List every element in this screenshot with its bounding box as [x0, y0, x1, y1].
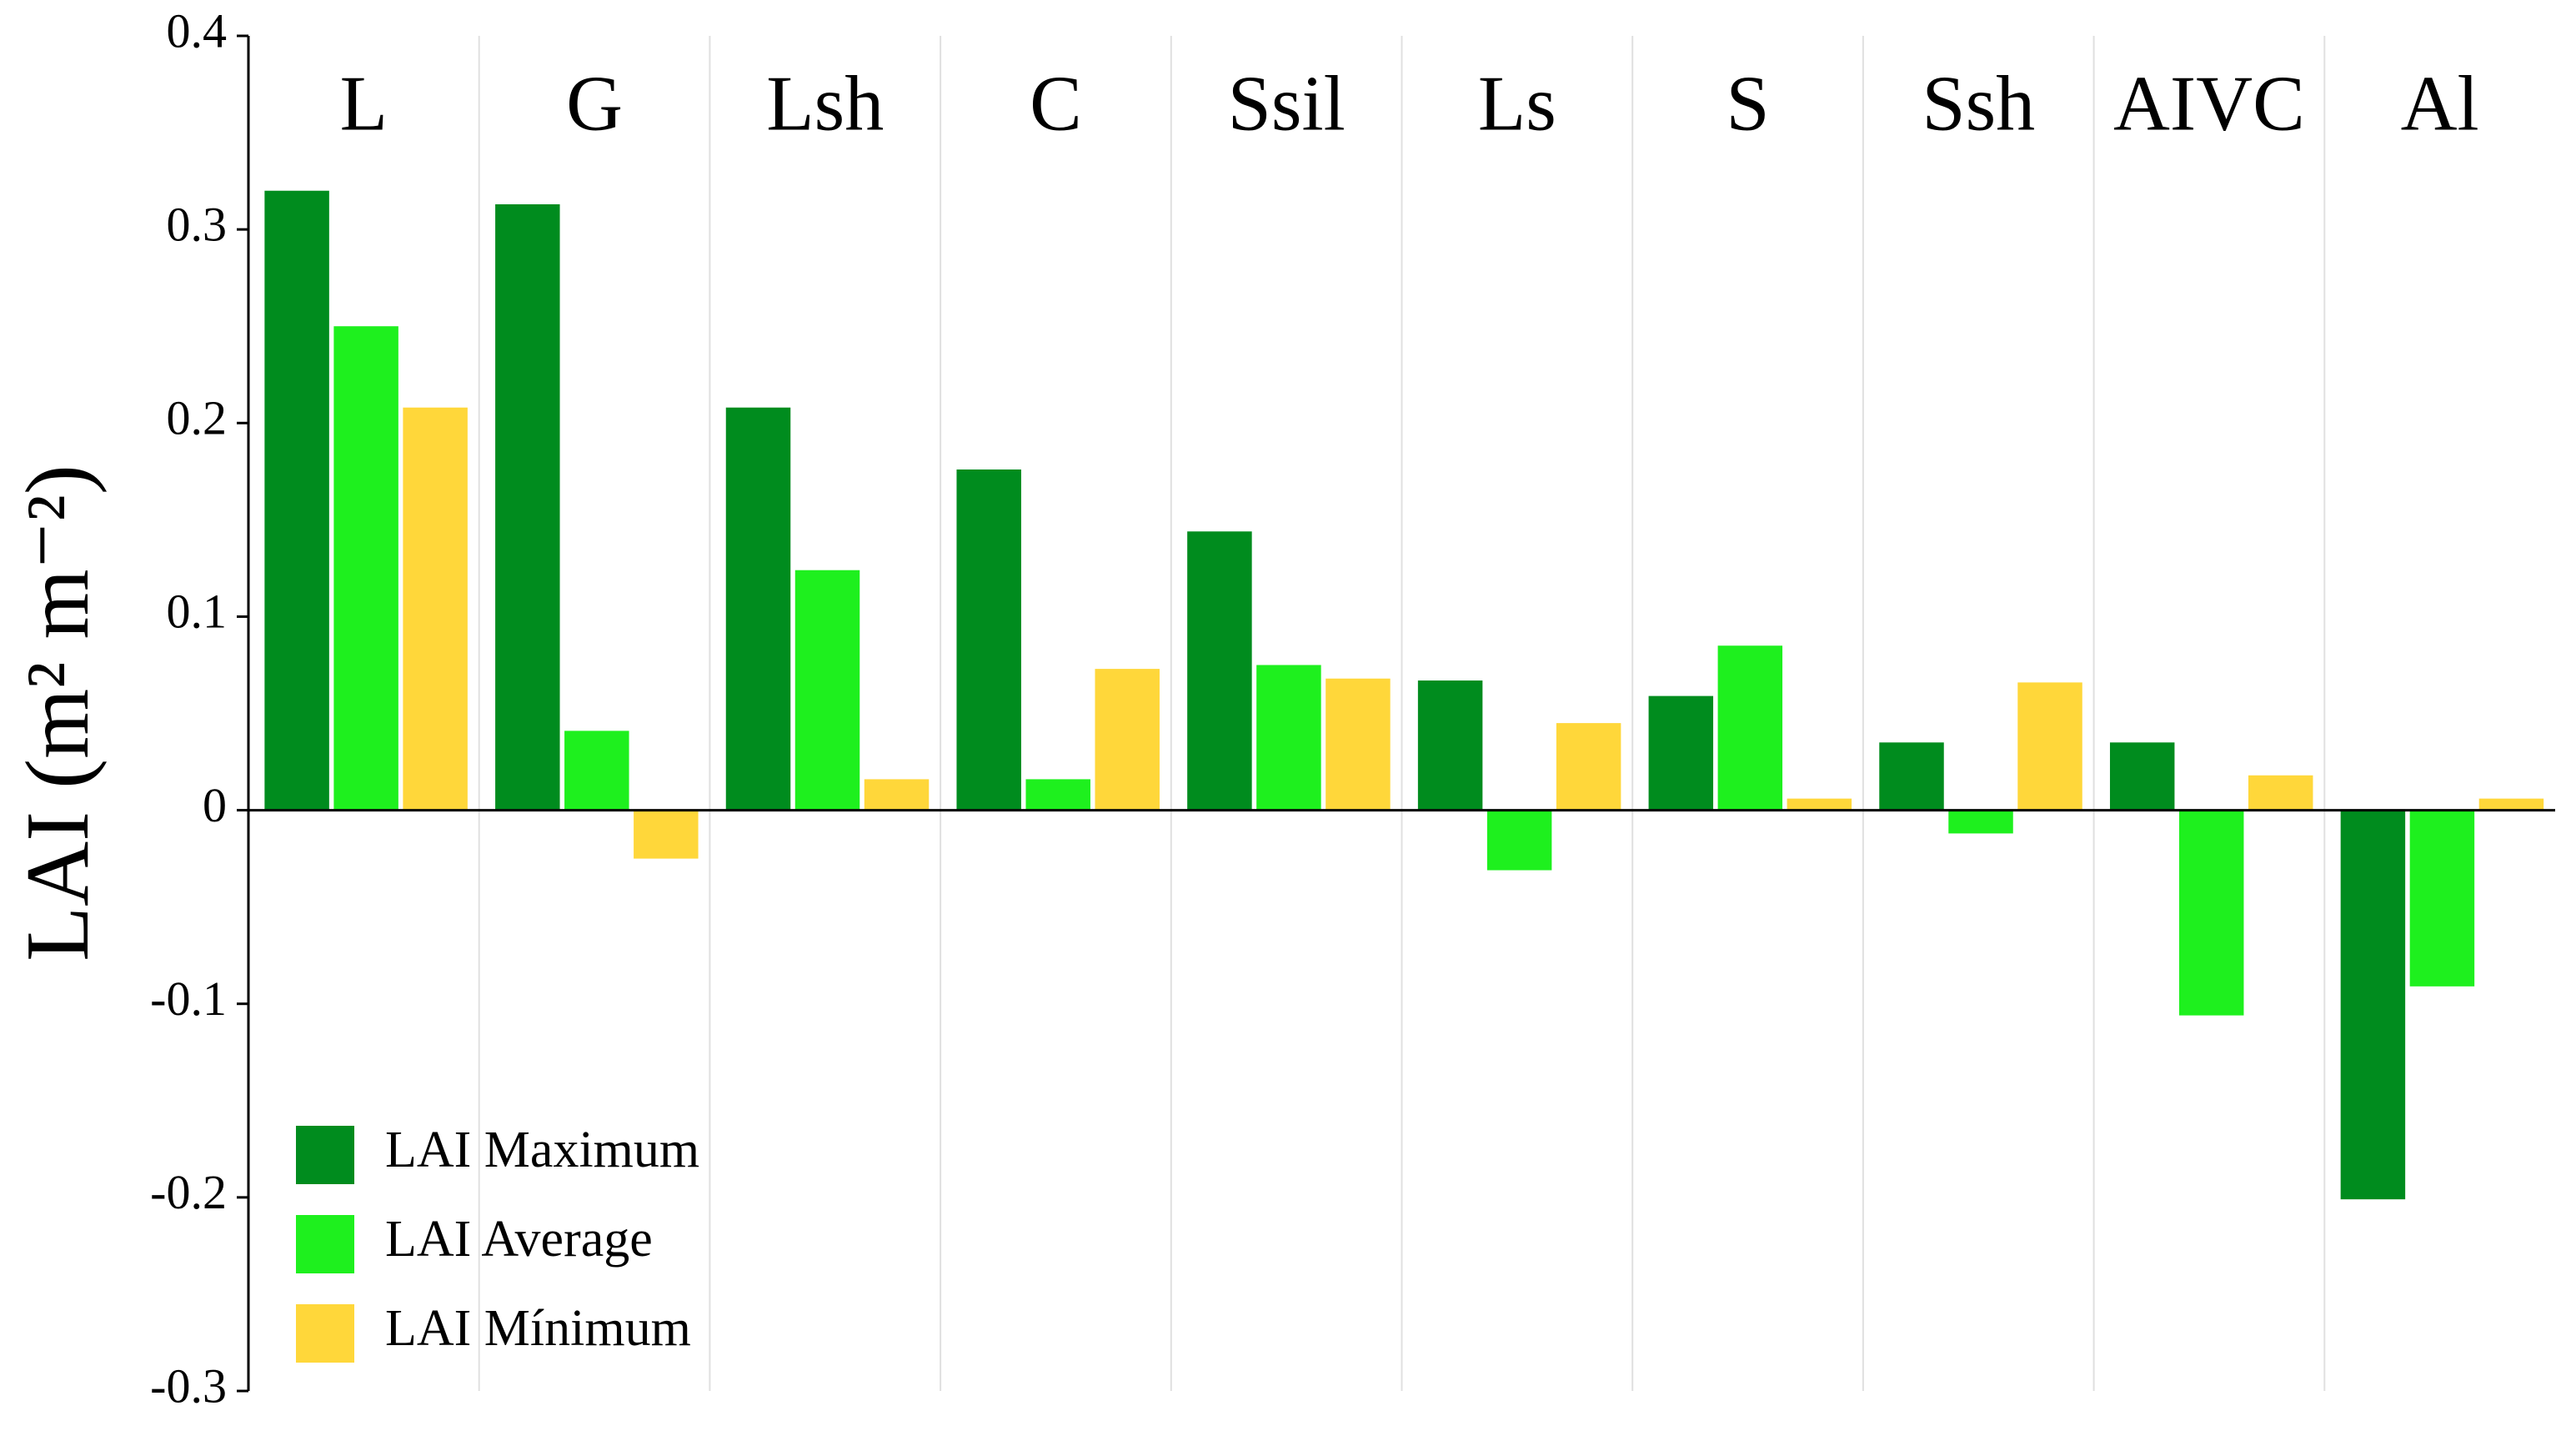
legend-swatch — [296, 1304, 354, 1363]
bar — [1787, 798, 1852, 811]
bar — [564, 731, 629, 811]
bar — [1556, 723, 1621, 811]
bar — [1025, 779, 1090, 811]
legend-swatch — [296, 1215, 354, 1273]
bar — [333, 326, 398, 811]
bar — [264, 190, 329, 811]
bar — [1648, 695, 1714, 811]
bar — [864, 779, 930, 811]
bar — [634, 810, 699, 859]
category-label: Al — [2401, 61, 2479, 148]
legend-label: LAI Maximum — [385, 1122, 699, 1178]
bar — [1095, 669, 1160, 811]
category-label: L — [340, 61, 388, 148]
legend-swatch — [296, 1126, 354, 1184]
bar — [1879, 742, 1944, 811]
legend-label: LAI Average — [385, 1211, 653, 1268]
bar — [2248, 775, 2313, 811]
bar — [1187, 531, 1252, 811]
category-label: S — [1726, 61, 1769, 148]
bar — [1486, 810, 1552, 871]
bar — [2340, 810, 2406, 1200]
category-label: G — [566, 61, 623, 148]
bar — [403, 407, 468, 811]
category-label: Ssh — [1922, 61, 2035, 148]
category-label: AIVC — [2113, 61, 2305, 148]
y-tick-label: 0.1 — [167, 585, 228, 639]
y-tick-label: 0 — [203, 778, 227, 832]
y-tick-label: 0.2 — [167, 391, 228, 445]
y-tick-label: -0.3 — [150, 1358, 227, 1413]
bar — [725, 407, 791, 811]
bar — [2109, 742, 2175, 811]
bar — [1256, 665, 1321, 811]
bar — [1417, 680, 1483, 811]
category-label: Ssil — [1228, 61, 1346, 148]
bar — [2409, 810, 2475, 987]
bar — [956, 469, 1021, 811]
bar — [2478, 798, 2544, 811]
y-axis-label: LAI (m² m⁻²) — [8, 464, 108, 962]
bar — [495, 203, 560, 811]
bar — [2178, 810, 2244, 1016]
category-label: Lsh — [766, 61, 884, 148]
bar — [1326, 678, 1391, 811]
bar — [2017, 682, 2082, 811]
bar — [794, 570, 860, 811]
category-label: C — [1030, 61, 1082, 148]
legend-label: LAI Mínimum — [385, 1300, 691, 1357]
y-tick-label: -0.1 — [150, 972, 227, 1026]
y-tick-label: -0.2 — [150, 1165, 227, 1219]
bar — [1948, 810, 2013, 834]
category-label: Ls — [1478, 61, 1556, 148]
y-tick-label: 0.4 — [167, 3, 228, 58]
bar — [1717, 645, 1783, 811]
y-tick-label: 0.3 — [167, 197, 228, 251]
